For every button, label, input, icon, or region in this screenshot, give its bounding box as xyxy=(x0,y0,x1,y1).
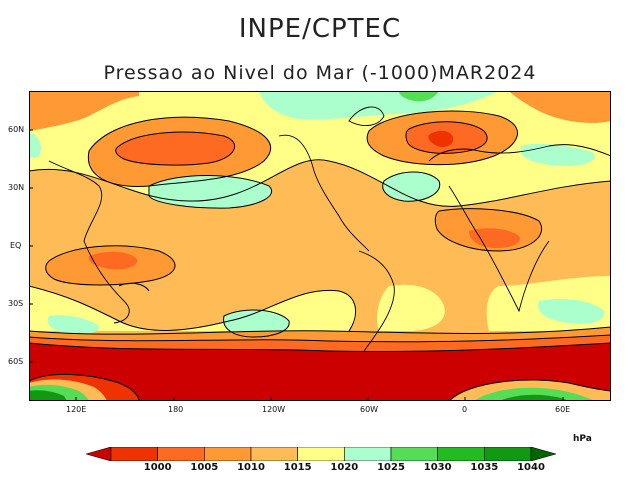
color-bar-swatch xyxy=(484,447,532,461)
lon-label-180: 180 xyxy=(168,405,184,414)
color-bar-swatch xyxy=(437,447,485,461)
color-bar-tick-label: 1005 xyxy=(190,462,219,473)
color-bar-swatch xyxy=(390,447,438,461)
color-bar-tick-label: 1010 xyxy=(237,462,265,473)
color-bar-tick-label: 1000 xyxy=(143,462,172,473)
lat-label-30n: 30N xyxy=(8,183,25,192)
unit-label: hPa xyxy=(573,434,592,444)
color-bar-tick-label: 1015 xyxy=(283,462,312,473)
zone-southern-1005 xyxy=(29,335,611,353)
pressure-map xyxy=(29,91,611,401)
zone-1005-1010-north xyxy=(29,91,139,131)
lat-label-eq: EQ xyxy=(10,241,22,250)
lat-label-60s: 60S xyxy=(8,357,24,366)
lon-label-120e: 120E xyxy=(66,405,87,414)
color-bar-swatch xyxy=(250,447,298,461)
color-bar xyxy=(86,447,556,461)
color-bar-underflow xyxy=(86,447,112,461)
lon-label-0: 0 xyxy=(462,405,468,414)
color-bar-swatch xyxy=(297,447,345,461)
zone-southern-1000 xyxy=(29,343,611,401)
color-bar-tick-label: 1025 xyxy=(377,462,405,473)
color-bar-swatch xyxy=(344,447,392,461)
coastlines xyxy=(48,106,611,352)
color-bar-swatch xyxy=(110,447,158,461)
color-bar-tick-label: 1035 xyxy=(470,462,499,473)
lat-label-60n: 60N xyxy=(8,125,25,134)
map-title: Pressao ao Nivel do Mar (-1000)MAR2024 xyxy=(103,62,537,84)
lon-label-60e: 60E xyxy=(555,405,571,414)
color-bar-swatch xyxy=(157,447,205,461)
lon-label-120w: 120W xyxy=(262,405,286,414)
lon-label-60w: 60W xyxy=(360,405,379,414)
institution-title: INPE/CPTEC xyxy=(238,14,402,44)
lat-label-30s: 30S xyxy=(8,299,24,308)
color-bar-tick-label: 1040 xyxy=(517,462,545,473)
color-bar-tick-label: 1020 xyxy=(330,462,359,473)
color-bar-swatch xyxy=(204,447,252,461)
color-bar-tick-label: 1030 xyxy=(423,462,452,473)
color-bar-overflow xyxy=(530,447,556,461)
